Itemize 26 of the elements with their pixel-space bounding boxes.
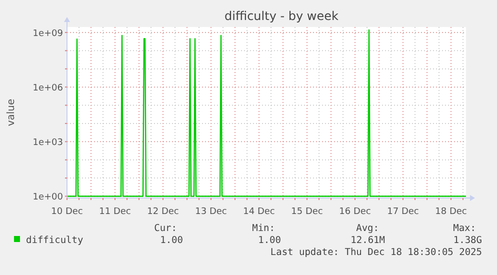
y-tick-label: 1e+06	[32, 84, 64, 94]
x-tick-label: 18 Dec	[435, 207, 467, 217]
text: Max:	[453, 223, 476, 234]
x-tick-label: 17 Dec	[387, 207, 419, 217]
line-series	[66, 29, 467, 197]
x-tick-label: 15 Dec	[291, 207, 323, 217]
y-axis-title: value	[6, 98, 17, 126]
text: Last update: Thu Dec 18 18:30:05 2025	[270, 247, 482, 258]
x-tick-label: 10 Dec	[51, 207, 83, 217]
y-tick-label: 1e+00	[32, 192, 64, 203]
y-tick-label: 1e+03	[32, 138, 63, 148]
text: 1.38G	[453, 235, 482, 246]
text: Avg:	[356, 223, 379, 234]
x-tick-label: 11 Dec	[99, 207, 131, 217]
y-tick-label: 1e+09	[32, 28, 64, 39]
text: Cur:	[154, 223, 177, 234]
x-tick-label: 12 Dec	[147, 207, 179, 217]
chart-title: difficulty - by week	[224, 9, 339, 23]
text: 12.61M	[350, 235, 386, 246]
text: 1.00	[160, 235, 184, 246]
x-tick-label: 13 Dec	[195, 207, 227, 217]
text: 1.00	[258, 235, 282, 246]
text: Min:	[252, 223, 275, 234]
x-tick-label: 14 Dec	[243, 207, 275, 217]
legend-label: difficulty	[26, 235, 84, 246]
x-tick-label: 16 Dec	[339, 207, 371, 217]
